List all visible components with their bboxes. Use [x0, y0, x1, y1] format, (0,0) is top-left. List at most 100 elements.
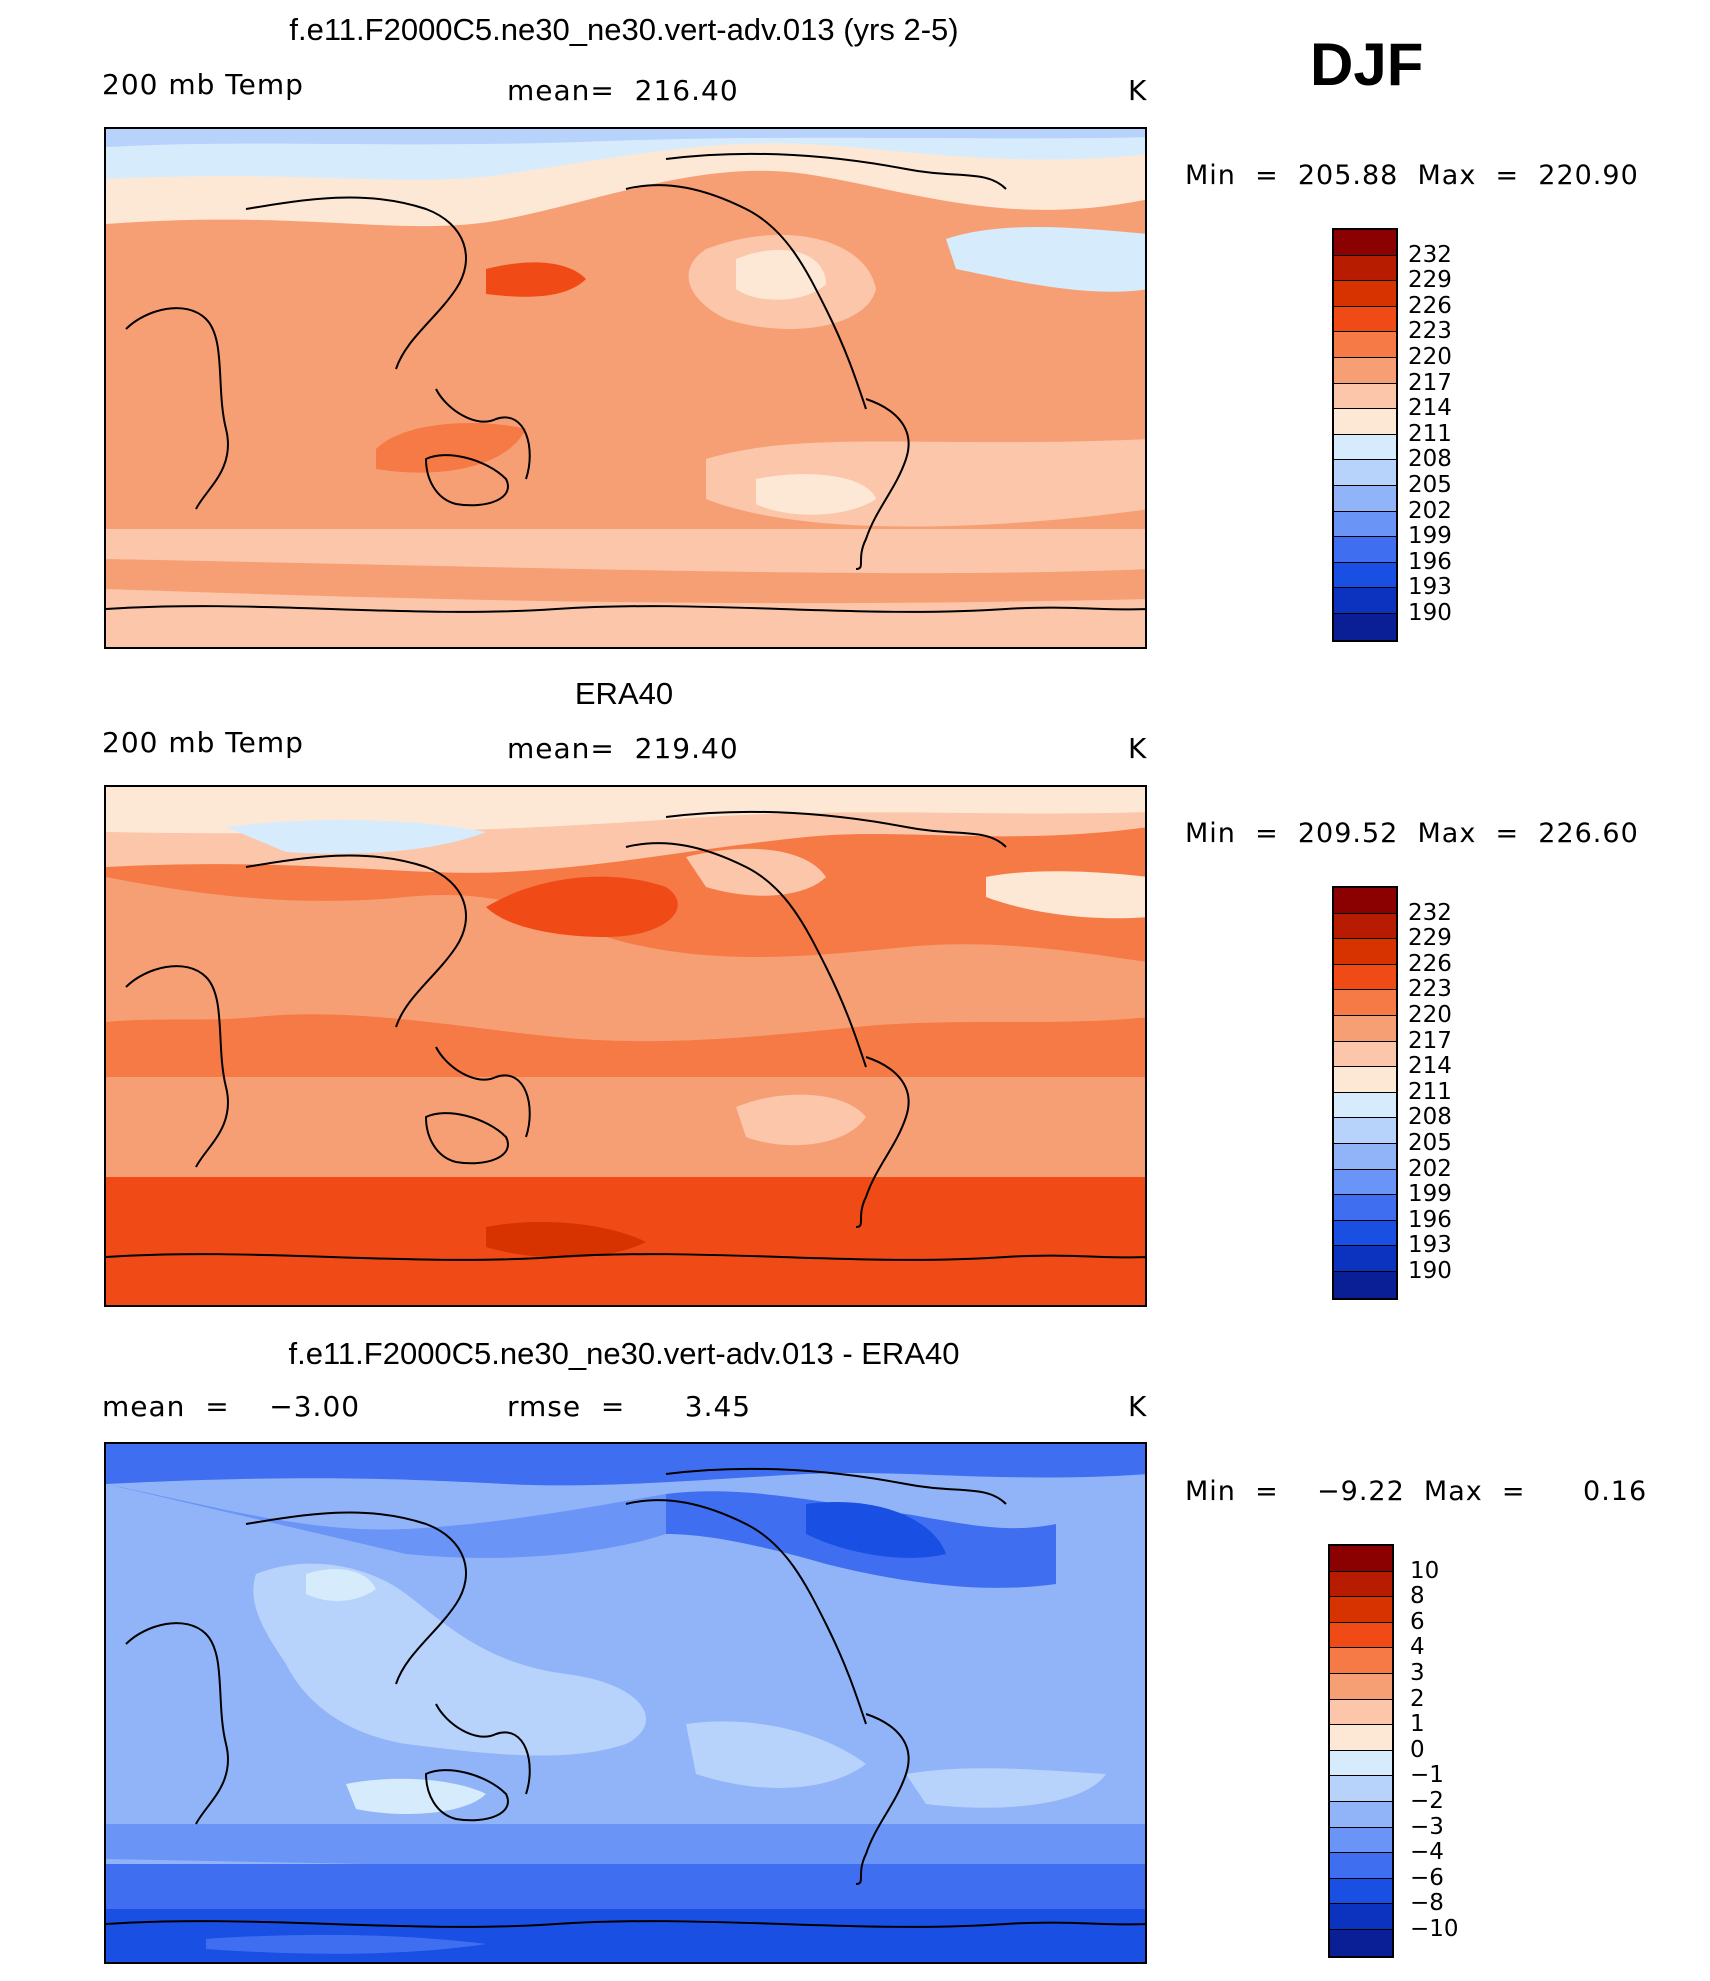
colorbar-2-box	[1334, 1220, 1396, 1247]
colorbar-3-tick-label: −3	[1410, 1813, 1444, 1840]
colorbar-2-tick-label: 229	[1408, 925, 1452, 952]
colorbar-1-box	[1334, 383, 1396, 410]
panel-3-title: f.e11.F2000C5.ne30_ne30.vert-adv.013 - E…	[288, 1336, 960, 1371]
colorbar-1-box	[1334, 511, 1396, 538]
colorbar-3-box	[1330, 1853, 1392, 1879]
colorbar-1-box	[1334, 306, 1396, 333]
panel-3-rmse-label: rmse = 3.45	[507, 1390, 752, 1423]
obs-map	[104, 785, 1147, 1307]
colorbar-3-tick-label: 3	[1410, 1660, 1425, 1686]
colorbar-2	[1332, 886, 1398, 1300]
colorbar-1-tick-label: 199	[1408, 523, 1452, 550]
panel-3-mean-label: mean = −3.00	[102, 1390, 361, 1423]
colorbar-3-box	[1330, 1673, 1392, 1700]
colorbar-1	[1332, 228, 1398, 642]
colorbar-3-tick-label: 6	[1410, 1608, 1425, 1635]
colorbar-2-box	[1334, 1015, 1396, 1042]
colorbar-2-box	[1334, 1169, 1396, 1196]
colorbar-2-box	[1334, 1195, 1396, 1221]
panel-1-minmax: Min = 205.88 Max = 220.90	[1185, 160, 1639, 191]
colorbar-2-box	[1334, 1092, 1396, 1119]
colorbar-1-tick-label: 223	[1408, 318, 1452, 345]
colorbar-1-tick-label: 226	[1408, 292, 1452, 319]
colorbar-1-box	[1334, 332, 1396, 358]
diff-map	[104, 1442, 1147, 1964]
colorbar-1-box	[1334, 588, 1396, 614]
colorbar-3-tick-label: 0	[1410, 1736, 1425, 1763]
colorbar-3-tick-label: −10	[1410, 1916, 1459, 1942]
colorbar-3-box	[1330, 1801, 1392, 1828]
colorbar-3-box	[1330, 1622, 1392, 1649]
colorbar-3-tick-label: 8	[1410, 1583, 1425, 1610]
colorbar-1-tick-label: 196	[1408, 548, 1452, 575]
colorbar-3-box	[1330, 1750, 1392, 1777]
colorbar-3	[1328, 1544, 1394, 1958]
colorbar-2-tick-label: 232	[1408, 899, 1452, 926]
panel-1-variable-label: 200 mb Temp	[102, 68, 304, 101]
colorbar-2-tick-label: 214	[1408, 1053, 1452, 1080]
colorbar-2-tick-label: 205	[1408, 1130, 1452, 1156]
panel-2-units-label: K	[1128, 732, 1148, 765]
colorbar-1-box	[1334, 460, 1396, 486]
colorbar-2-tick-label: 217	[1408, 1027, 1452, 1054]
colorbar-3-tick-label: 2	[1410, 1685, 1425, 1712]
colorbar-1-box	[1334, 281, 1396, 307]
panel-1-title: f.e11.F2000C5.ne30_ne30.vert-adv.013 (yr…	[289, 12, 959, 47]
colorbar-3-box	[1330, 1699, 1392, 1726]
colorbar-1-tick-label: 205	[1408, 472, 1452, 498]
colorbar-3-box	[1330, 1597, 1392, 1623]
colorbar-1-tick-label: 217	[1408, 369, 1452, 396]
colorbar-3-tick-label: 1	[1410, 1711, 1425, 1738]
colorbar-2-tick-label: 196	[1408, 1206, 1452, 1233]
colorbar-1-box	[1334, 434, 1396, 461]
colorbar-3-box	[1330, 1725, 1392, 1751]
panel-2-minmax: Min = 209.52 Max = 226.60	[1185, 818, 1639, 849]
colorbar-2-tick-label: 208	[1408, 1104, 1452, 1131]
colorbar-3-box	[1330, 1904, 1392, 1930]
colorbar-2-tick-label: 190	[1408, 1258, 1452, 1284]
colorbar-1-box	[1334, 255, 1396, 282]
colorbar-1-tick-label: 202	[1408, 497, 1452, 524]
colorbar-2-box	[1334, 939, 1396, 965]
colorbar-2-tick-label: 193	[1408, 1232, 1452, 1259]
colorbar-1-box	[1334, 613, 1396, 640]
colorbar-3-box	[1330, 1929, 1392, 1956]
colorbar-1-tick-label: 190	[1408, 600, 1452, 626]
colorbar-3-tick-label: −2	[1410, 1788, 1444, 1814]
colorbar-3-box	[1330, 1776, 1392, 1802]
colorbar-2-tick-label: 211	[1408, 1078, 1452, 1105]
colorbar-2-box	[1334, 1143, 1396, 1170]
colorbar-3-tick-label: 10	[1410, 1557, 1440, 1584]
panel-3-minmax: Min = −9.22 Max = 0.16	[1185, 1476, 1648, 1507]
colorbar-2-tick-label: 202	[1408, 1155, 1452, 1182]
colorbar-3-tick-label: 4	[1410, 1634, 1425, 1661]
colorbar-1-box	[1334, 230, 1396, 256]
colorbar-2-box	[1334, 1271, 1396, 1298]
colorbar-2-box	[1334, 1041, 1396, 1068]
colorbar-2-box	[1334, 888, 1396, 914]
panel-2-title: ERA40	[574, 676, 674, 711]
colorbar-1-tick-label: 229	[1408, 267, 1452, 294]
panel-3-units-label: K	[1128, 1390, 1148, 1423]
colorbar-1-box	[1334, 537, 1396, 563]
colorbar-2-tick-label: 226	[1408, 950, 1452, 977]
panel-1-units-label: K	[1128, 74, 1148, 107]
colorbar-2-box	[1334, 1118, 1396, 1144]
colorbar-2-tick-label: 223	[1408, 976, 1452, 1003]
colorbar-2-tick-label: 220	[1408, 1002, 1452, 1028]
colorbar-2-box	[1334, 964, 1396, 991]
colorbar-1-tick-label: 193	[1408, 574, 1452, 601]
colorbar-1-tick-label: 232	[1408, 241, 1452, 268]
colorbar-3-box	[1330, 1648, 1392, 1674]
colorbar-2-box	[1334, 913, 1396, 940]
colorbar-1-tick-label: 211	[1408, 420, 1452, 447]
colorbar-3-tick-label: −6	[1410, 1864, 1444, 1891]
colorbar-2-box	[1334, 1246, 1396, 1272]
colorbar-1-box	[1334, 485, 1396, 512]
colorbar-1-tick-label: 208	[1408, 446, 1452, 473]
panel-2-mean-label: mean= 219.40	[507, 732, 739, 765]
panel-2-variable-label: 200 mb Temp	[102, 726, 304, 759]
colorbar-3-box	[1330, 1571, 1392, 1598]
colorbar-2-tick-label: 199	[1408, 1181, 1452, 1208]
colorbar-1-box	[1334, 409, 1396, 435]
